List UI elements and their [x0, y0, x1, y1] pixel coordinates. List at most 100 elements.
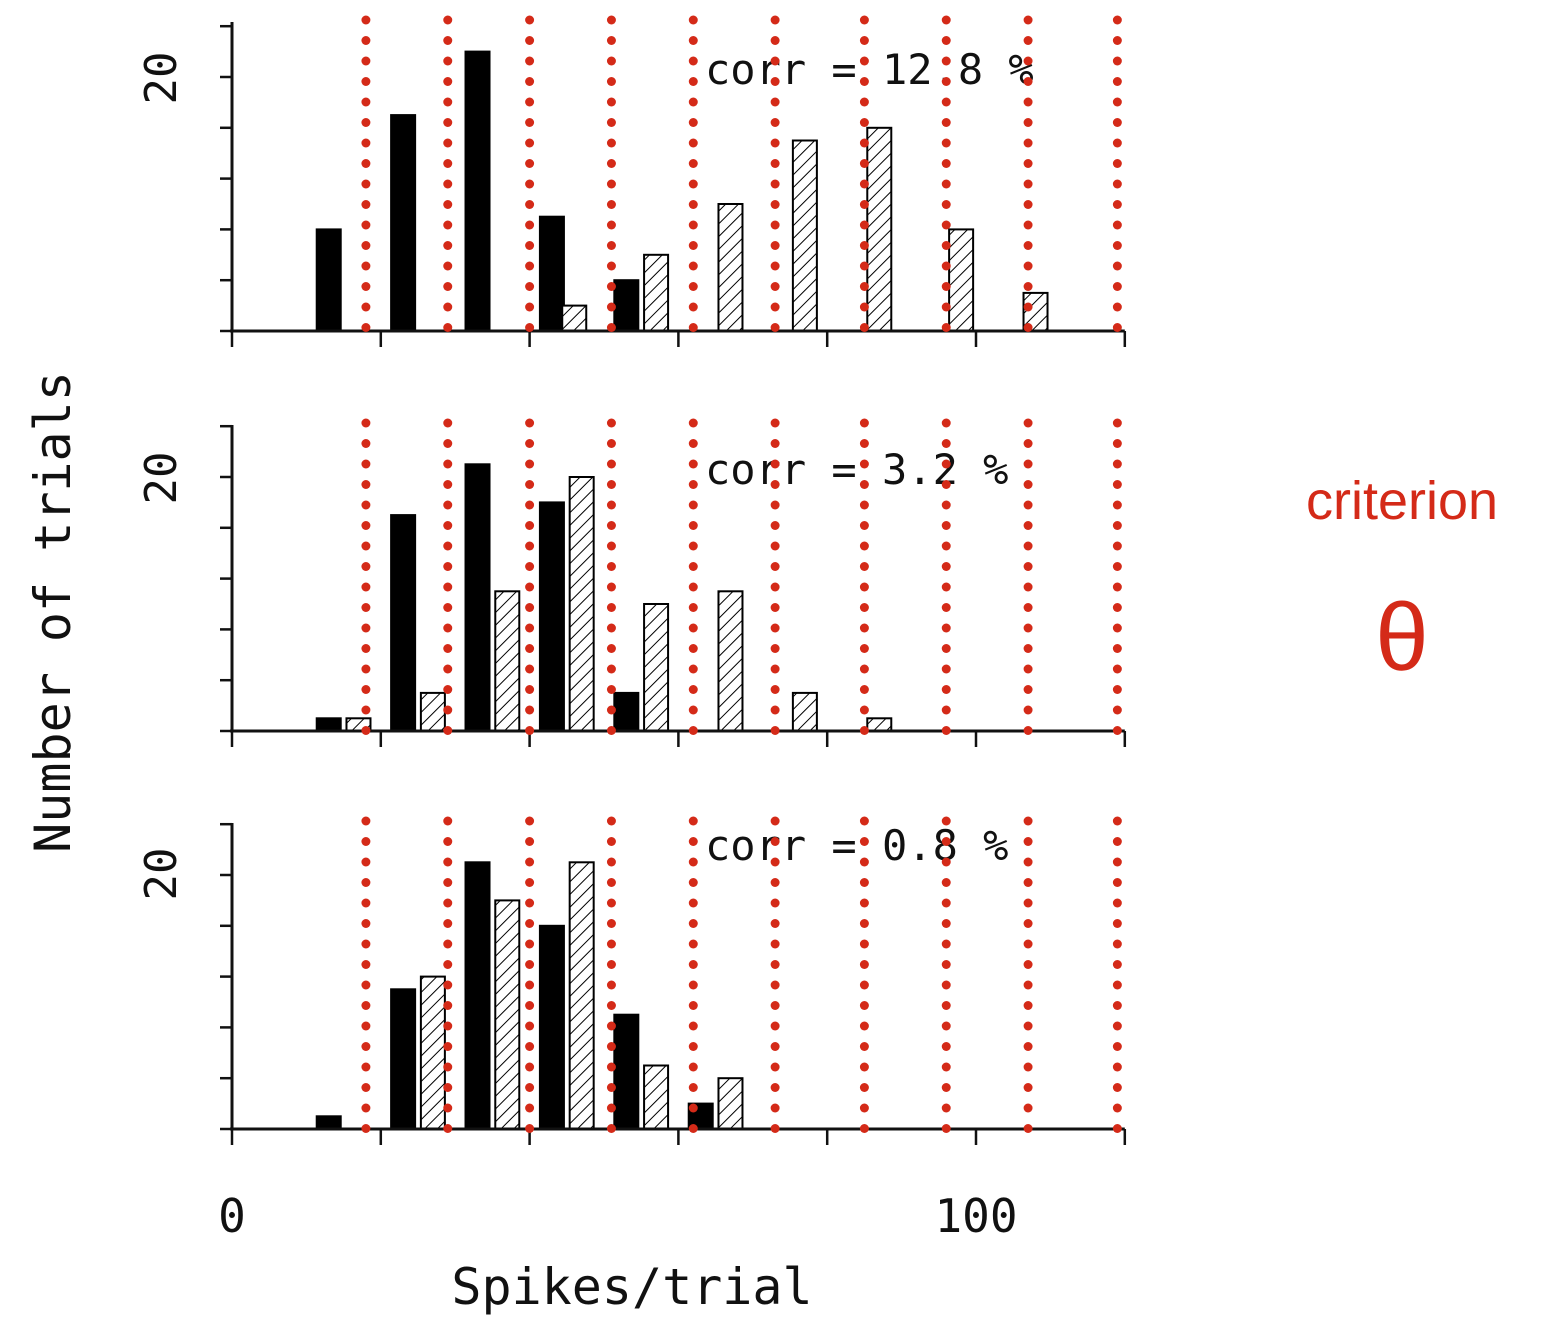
- criterion-dot: [361, 919, 371, 928]
- criterion-dot: [859, 541, 869, 551]
- panel-bottom-hatched-bar-4: [717, 1077, 744, 1130]
- criterion-dot: [1112, 138, 1122, 148]
- panel-bottom-hatched-bar-2: [568, 861, 595, 1130]
- y-axis-label: Number of trials: [24, 371, 82, 853]
- criterion-dot: [1023, 459, 1033, 469]
- criterion-dot: [941, 418, 951, 428]
- criterion-dot: [361, 220, 371, 230]
- criterion-dot: [525, 241, 535, 250]
- criterion-dot: [1023, 939, 1033, 949]
- criterion-dot: [770, 1124, 780, 1133]
- criterion-dot: [443, 261, 453, 271]
- criterion-dot: [361, 603, 371, 612]
- criterion-dot: [525, 1083, 535, 1092]
- criterion-dot: [688, 323, 698, 332]
- criterion-dot: [859, 603, 869, 612]
- criterion-dot: [606, 521, 616, 530]
- criterion-dot: [361, 705, 371, 715]
- criterion-dot: [941, 241, 951, 250]
- criterion-dot: [1112, 241, 1122, 250]
- criterion-dot: [525, 726, 535, 735]
- criterion-dot: [361, 241, 371, 250]
- criterion-dot: [688, 898, 698, 908]
- criterion-dot: [1112, 220, 1122, 230]
- panel-middle-solid-bar-4: [613, 691, 640, 733]
- criterion-dot: [606, 960, 616, 969]
- criterion-dot: [361, 960, 371, 969]
- criterion-dot: [859, 159, 869, 168]
- criterion-dot: [688, 36, 698, 45]
- criterion-dot: [361, 138, 371, 148]
- criterion-dot: [770, 816, 780, 826]
- criterion-dot: [443, 898, 453, 908]
- criterion-dot: [606, 837, 616, 846]
- criterion-dot: [688, 1083, 698, 1092]
- criterion-dot: [606, 118, 616, 127]
- criterion-dot: [1112, 36, 1122, 45]
- criterion-dot: [770, 261, 780, 271]
- criterion-dot: [770, 623, 780, 633]
- criterion-dot: [361, 97, 371, 107]
- criterion-dot: [859, 664, 869, 674]
- criterion-dot: [941, 521, 951, 530]
- criterion-dot: [859, 1083, 869, 1092]
- criterion-dot: [1112, 623, 1122, 633]
- criterion-dot: [770, 1042, 780, 1051]
- criterion-dot: [1112, 878, 1122, 887]
- criterion-dot: [525, 97, 535, 107]
- criterion-dot: [525, 159, 535, 168]
- criterion-dot: [1112, 179, 1122, 189]
- criterion-dot: [859, 857, 869, 867]
- criterion-dot: [688, 500, 698, 510]
- criterion-dot: [606, 241, 616, 250]
- criterion-dot: [941, 500, 951, 510]
- criterion-dot: [606, 541, 616, 551]
- criterion-dot: [361, 261, 371, 271]
- criterion-dot: [606, 179, 616, 189]
- criterion-dot: [606, 919, 616, 928]
- criterion-dot: [859, 705, 869, 715]
- panel-bottom-hatched-bar-3: [643, 1064, 670, 1130]
- criterion-dot: [361, 939, 371, 949]
- criterion-dot: [859, 582, 869, 592]
- criterion-dot: [361, 1001, 371, 1010]
- criterion-line-6: [859, 15, 869, 1133]
- criterion-dot: [688, 878, 698, 887]
- criterion-dot: [443, 685, 453, 694]
- criterion-dot: [525, 919, 535, 928]
- criterion-dot: [525, 685, 535, 694]
- criterion-dot: [443, 439, 453, 448]
- criterion-dot: [361, 459, 371, 469]
- criterion-dot: [688, 664, 698, 674]
- criterion-dot: [688, 1103, 698, 1113]
- criterion-dot: [361, 500, 371, 510]
- criterion-dot: [1023, 582, 1033, 592]
- criterion-dot: [941, 56, 951, 66]
- panel-middle-axes: [220, 424, 1127, 747]
- criterion-dot: [443, 1083, 453, 1092]
- criterion-dot: [606, 480, 616, 489]
- x-tick-label-100: 100: [934, 1189, 1017, 1243]
- criterion-dot: [770, 1062, 780, 1072]
- criterion-dot: [525, 521, 535, 530]
- criterion-dot: [443, 323, 453, 332]
- criterion-dot: [525, 623, 535, 633]
- criterion-dot: [443, 302, 453, 312]
- panel-bottom-hatched-bar-0: [419, 975, 446, 1130]
- criterion-dot: [1112, 77, 1122, 86]
- criterion-dot: [859, 685, 869, 694]
- criterion-dot: [1112, 898, 1122, 908]
- criterion-dot: [859, 1001, 869, 1010]
- criterion-dot: [443, 562, 453, 571]
- criterion-dot: [688, 220, 698, 230]
- criterion-dot: [941, 919, 951, 928]
- criterion-dot: [859, 220, 869, 230]
- criterion-dot: [770, 15, 780, 25]
- criterion-dot: [361, 1083, 371, 1092]
- criterion-dot: [688, 418, 698, 428]
- criterion-lines: [361, 15, 1122, 1133]
- criterion-dot: [361, 302, 371, 312]
- criterion-dot: [688, 459, 698, 469]
- criterion-dot: [606, 816, 616, 826]
- panel-top-axes: [220, 22, 1127, 347]
